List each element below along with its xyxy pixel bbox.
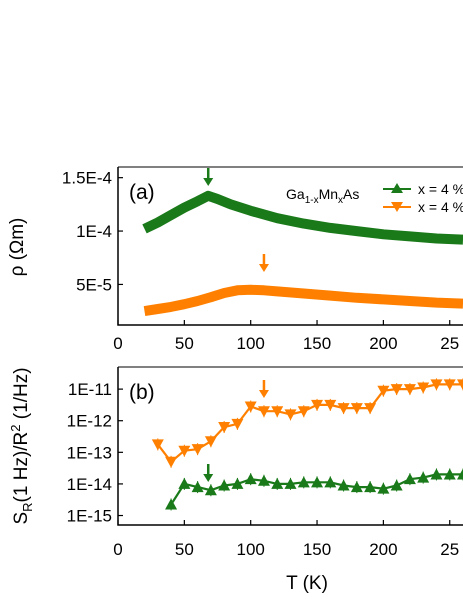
panel-a-arrows [203, 168, 269, 272]
panel-b-y-tick-label-1: 1E-12 [67, 412, 112, 431]
panel-a-x-tick-label-2: 100 [237, 334, 265, 353]
legend-label-green: x = 4 % [418, 181, 463, 197]
panel-a-y-ticks: 1.5E-4 1E-4 5E-5 [62, 169, 123, 294]
panel-a-x-ticks: 0 50 100 150 200 25 [113, 320, 459, 353]
panel-b-y-ticks: 1E-11 1E-12 1E-13 1E-14 1E-15 [67, 380, 123, 526]
panel-a-series-line-1 [143, 284, 463, 317]
panel-b-marker-0-10 [284, 409, 297, 421]
panel-a-arrow-head-1 [258, 264, 269, 272]
panel-b-arrow-head-1 [258, 390, 269, 398]
panel-a-x-tick-label-3: 150 [303, 334, 331, 353]
panel-b-y-tick-label-4: 1E-15 [67, 507, 112, 526]
panel-b-marker-0-6 [231, 418, 244, 430]
panel-b-marker-0-21 [430, 379, 443, 391]
panel-b-marker-0-11 [297, 406, 310, 418]
panel-a-x-tick-label-1: 50 [175, 334, 194, 353]
panel-b-marker-1-1 [178, 477, 191, 489]
panel-b-marker-1-14 [350, 481, 363, 493]
panel-b-series-line-0 [156, 383, 463, 464]
panel-b-marker-1-21 [443, 468, 456, 480]
panel-b-marker-1-5 [231, 477, 244, 489]
panel-b-marker-1-11 [311, 476, 324, 488]
panel-b-arrow-head-0 [203, 474, 214, 482]
panel-b-marker-1-20 [430, 468, 443, 480]
panel-b-marker-1-9 [284, 477, 297, 489]
panel-b-x-tick-label-5: 25 [440, 540, 459, 559]
panel-b-ylabel: SR(1 Hz)/R2 (1/Hz) [8, 367, 35, 524]
panel-b-marker-0-4 [204, 436, 217, 448]
x-axis-title: T (K) [286, 573, 328, 594]
panel-b-marker-1-7 [257, 474, 270, 486]
panel-b-marker-0-13 [324, 399, 337, 411]
panel-b-y-tick-label-0: 1E-11 [68, 380, 112, 399]
panel-b-marker-1-4 [218, 479, 231, 491]
panel-a-y-tick-label-2: 5E-5 [76, 275, 112, 294]
panel-a-y-tick-label-0: 1.5E-4 [62, 169, 112, 188]
panel-b-marker-1-13 [337, 479, 350, 491]
panel-b-marker-1-17 [390, 479, 403, 491]
panel-b-marker-0-17 [377, 385, 390, 397]
panel-b-marker-0-18 [390, 384, 403, 396]
panel-b-marker-1-19 [417, 471, 430, 483]
panel-b-marker-1-0 [165, 498, 178, 510]
panel-a-series [142, 190, 463, 317]
panel-b-x-tick-label-0: 0 [113, 540, 122, 559]
panel-b-marker-0-22 [443, 379, 456, 391]
panel-b-marker-0-8 [257, 406, 270, 418]
legend-marker-green [391, 183, 403, 193]
panel-a-series-line-0 [142, 190, 463, 245]
panel-b-marker-1-15 [364, 481, 377, 493]
panel-b-marker-0-14 [337, 403, 350, 415]
panel-b-marker-0-1 [165, 456, 178, 468]
panel-b-marker-1-8 [271, 477, 284, 489]
panel-b-marker-1-6 [244, 473, 257, 485]
panel-a-x-tick-label-4: 200 [369, 334, 397, 353]
panel-b-x-tick-label-4: 200 [369, 540, 397, 559]
panel-b-x-tick-label-2: 100 [237, 540, 265, 559]
panel-b-y-tick-label-2: 1E-13 [67, 443, 112, 462]
panel-b-marker-0-5 [218, 422, 231, 434]
panel-b-marker-1-22 [457, 468, 463, 480]
panel-b-marker-0-2 [178, 445, 191, 457]
legend: Ga1-xMnxAs x = 4 % x = 4 % [286, 181, 463, 215]
panel-b-marker-0-7 [244, 401, 257, 413]
panel-b-marker-1-12 [324, 476, 337, 488]
panel-b-marker-1-10 [297, 476, 310, 488]
panel-a-arrow-head-0 [203, 178, 214, 186]
panel-b-x-ticks: 0 50 100 150 200 25 [113, 520, 459, 559]
panel-b-x-tick-label-1: 50 [175, 540, 194, 559]
panel-a-ylabel: ρ (Ωm) [7, 218, 28, 277]
panel-a-y-tick-label-1: 1E-4 [76, 222, 112, 241]
panel-b-marker-0-16 [364, 403, 377, 415]
panel-b-marker-0-0 [151, 439, 164, 451]
legend-marker-orange [391, 202, 403, 212]
panel-b-y-tick-label-3: 1E-14 [67, 475, 112, 494]
panel-b: 0 50 100 150 200 25 1E-11 1E-12 1E-13 1E-14 1E-15… [8, 366, 463, 559]
panel-b-marker-0-9 [271, 406, 284, 418]
panel-b-marker-0-23 [457, 379, 463, 391]
panel-b-marker-1-2 [191, 481, 204, 493]
legend-label-orange: x = 4 % [418, 199, 463, 215]
panel-b-marker-0-12 [311, 399, 324, 411]
panel-b-series [151, 378, 463, 511]
panel-a: 0 50 100 150 200 25 1.5E-4 1E-4 5E-5 (a) ρ (Ωm)… [7, 166, 463, 353]
legend-material: Ga1-xMnxAs [286, 186, 359, 206]
panel-a-x-tick-label-0: 0 [113, 334, 122, 353]
panel-b-label: (b) [129, 381, 155, 404]
panel-b-x-tick-label-3: 150 [303, 540, 331, 559]
panel-b-marker-0-3 [191, 444, 204, 456]
panel-b-marker-1-3 [204, 484, 217, 496]
panel-b-marker-1-16 [377, 482, 390, 494]
panel-b-marker-0-20 [417, 382, 430, 394]
panel-b-marker-1-18 [403, 473, 416, 485]
panel-a-label: (a) [129, 181, 155, 204]
panel-b-marker-0-19 [403, 384, 416, 396]
panel-b-marker-0-15 [350, 403, 363, 415]
panel-a-x-tick-label-5: 25 [440, 334, 459, 353]
panel-b-arrows [203, 380, 269, 482]
